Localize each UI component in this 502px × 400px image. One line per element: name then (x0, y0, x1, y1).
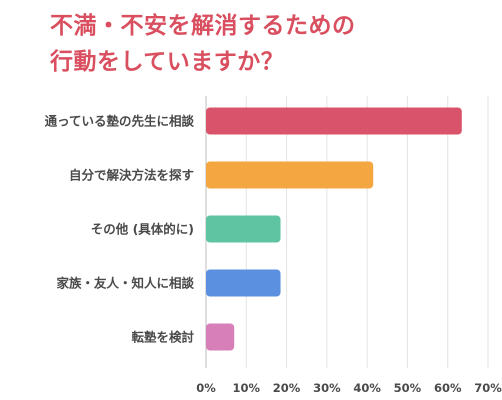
x-tick-label: 70% (474, 381, 502, 395)
category-label: その他 (具体的に) (91, 222, 194, 237)
chart-title: 不満・不安を解消するための 行動をしていますか？ (50, 8, 490, 80)
chart-title-line-1: 不満・不安を解消するための (50, 13, 356, 39)
x-tick-label: 60% (434, 381, 462, 395)
chart-title-line-2: 行動をしていますか？ (50, 49, 285, 75)
x-tick-label: 10% (233, 381, 261, 395)
bar (206, 107, 462, 135)
category-label: 家族・友人・知人に相談 (56, 276, 194, 291)
x-tick-label: 30% (313, 381, 341, 395)
x-tick-label: 40% (353, 381, 381, 395)
x-tick-label: 0% (196, 381, 216, 395)
bar (206, 215, 281, 243)
category-label: 自分で解決方法を探す (69, 168, 194, 183)
x-tick-label: 20% (273, 381, 301, 395)
bar (206, 323, 235, 351)
x-tick-label: 50% (394, 381, 422, 395)
bar (206, 269, 281, 297)
bar (206, 161, 374, 189)
category-label: 転塾を検討 (131, 330, 194, 345)
category-label: 通っている塾の先生に相談 (45, 114, 195, 129)
